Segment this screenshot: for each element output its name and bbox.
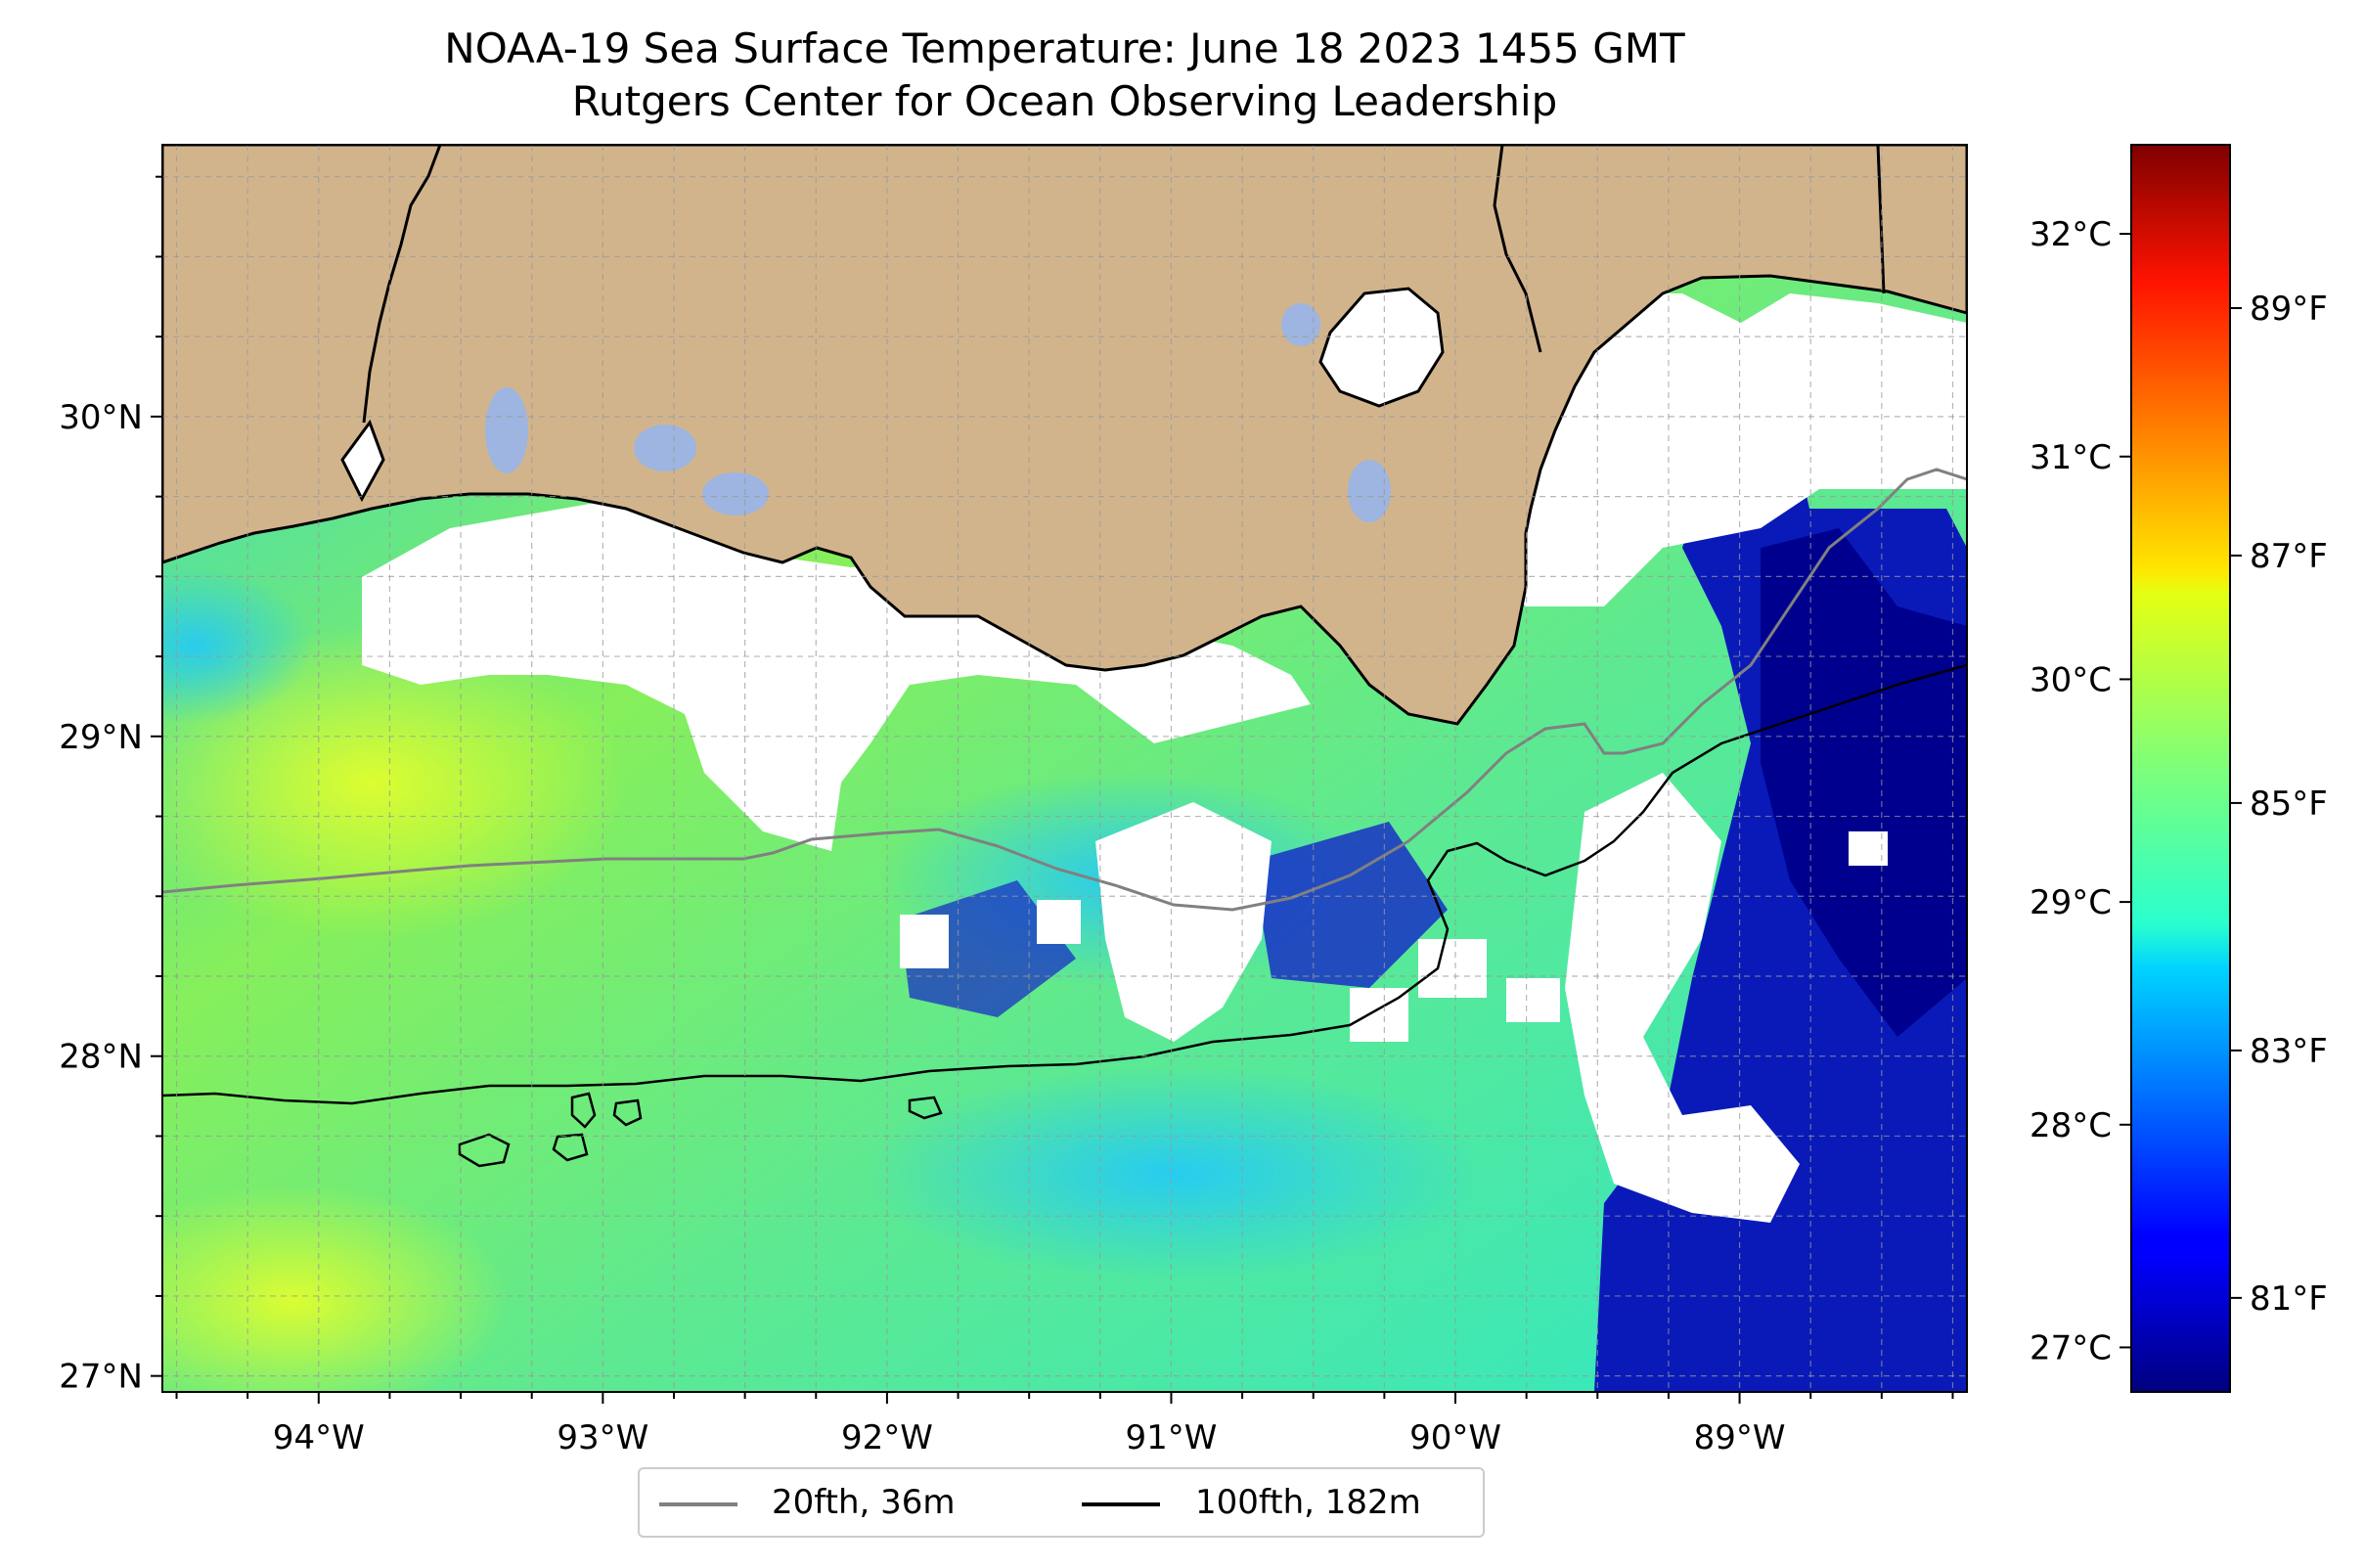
map-subtitle: Rutgers Center for Ocean Observing Leade… <box>571 77 1558 125</box>
legend-swatch-20fth <box>659 1502 737 1506</box>
lon-tick-label: 94°W <box>273 1418 365 1457</box>
cloud-mask-gulf-east <box>1565 773 1800 1223</box>
lake-white <box>634 425 696 471</box>
lake-grand <box>702 472 769 515</box>
lon-tick-label: 92°W <box>841 1418 933 1457</box>
warm-patch-west <box>162 626 626 939</box>
lake-pontchartrain <box>1318 287 1445 408</box>
sabine-lake <box>340 419 385 503</box>
lon-tick-label: 93°W <box>557 1418 648 1457</box>
cool-patch-west <box>162 567 313 724</box>
lat-tick-label: 30°N <box>59 398 143 437</box>
fahrenheit-tick-label: 87°F <box>2250 537 2328 576</box>
colorbar-fahrenheit-axis: 81°F 83°F 85°F 87°F 89°F <box>2230 290 2328 1319</box>
longitude-axis: 94°W 93°W 92°W 91°W 90°W 89°W <box>175 1392 1954 1457</box>
colorbar-gradient <box>2130 144 2231 1393</box>
lat-tick-label: 28°N <box>59 1038 143 1077</box>
cloud-mask-central <box>1095 802 1272 1042</box>
fahrenheit-tick-label: 83°F <box>2250 1032 2328 1071</box>
warm-patch-southwest <box>162 1184 509 1392</box>
lake-calcasieu <box>485 387 528 473</box>
lon-tick-label: 89°W <box>1694 1418 1786 1457</box>
cloud-patch-c <box>1506 978 1560 1022</box>
celsius-tick-label: 32°C <box>2030 215 2112 254</box>
map-title: NOAA-19 Sea Surface Temperature: June 18… <box>444 24 1685 72</box>
fahrenheit-tick-label: 85°F <box>2250 784 2328 824</box>
cloud-patch-f <box>1037 900 1081 944</box>
cold-streaks-central <box>1252 822 1448 988</box>
cloud-patch-b <box>1418 939 1487 998</box>
texas-louisiana-border <box>362 145 442 424</box>
celsius-tick-label: 29°C <box>2030 883 2112 922</box>
celsius-tick-label: 28°C <box>2030 1106 2112 1145</box>
lat-tick-label: 27°N <box>59 1358 143 1397</box>
louisiana-mississippi-border <box>1493 145 1542 353</box>
legend-label-20fth: 20fth, 36m <box>772 1483 956 1522</box>
graticule-grid <box>162 145 1967 1392</box>
legend-label-100fth: 100fth, 182m <box>1195 1483 1421 1522</box>
cool-patch-south <box>861 1066 1487 1281</box>
isobath-legend: 20fth, 36m 100fth, 182m <box>638 1467 1485 1538</box>
lake-maurepas <box>1281 303 1320 346</box>
bank-contour-d <box>908 1096 943 1120</box>
colorbar-celsius-axis: 27°C 28°C 29°C 30°C 31°C 32°C <box>2030 215 2131 1367</box>
cloud-mask-nearshore <box>362 494 1311 851</box>
fahrenheit-tick-label: 89°F <box>2250 290 2328 329</box>
bank-contour-a <box>458 1133 511 1168</box>
east-state-line <box>1876 145 1886 294</box>
celsius-tick-label: 27°C <box>2030 1328 2112 1367</box>
map-plot-area <box>162 145 1967 1392</box>
isobath-100fth-line <box>162 663 1967 1105</box>
land-mass <box>162 145 1967 726</box>
lat-tick-label: 29°N <box>59 718 143 757</box>
celsius-tick-label: 30°C <box>2030 660 2112 699</box>
lake-verret <box>1348 460 1391 522</box>
cloud-patch-a <box>900 915 949 968</box>
lon-tick-label: 90°W <box>1409 1418 1501 1457</box>
fahrenheit-tick-label: 81°F <box>2250 1279 2328 1319</box>
bank-contour-b <box>570 1092 597 1129</box>
cold-water-core <box>1761 528 1967 1037</box>
bank-contour-c <box>612 1098 643 1127</box>
latitude-axis: 27°N 28°N 29°N 30°N <box>59 175 162 1397</box>
isobath-20fth-line <box>162 468 1967 912</box>
legend-swatch-100fth <box>1082 1502 1160 1506</box>
celsius-tick-label: 31°C <box>2030 438 2112 477</box>
bank-contour-e <box>552 1133 589 1162</box>
lon-tick-label: 91°W <box>1126 1418 1218 1457</box>
map-frame <box>161 144 1968 1393</box>
